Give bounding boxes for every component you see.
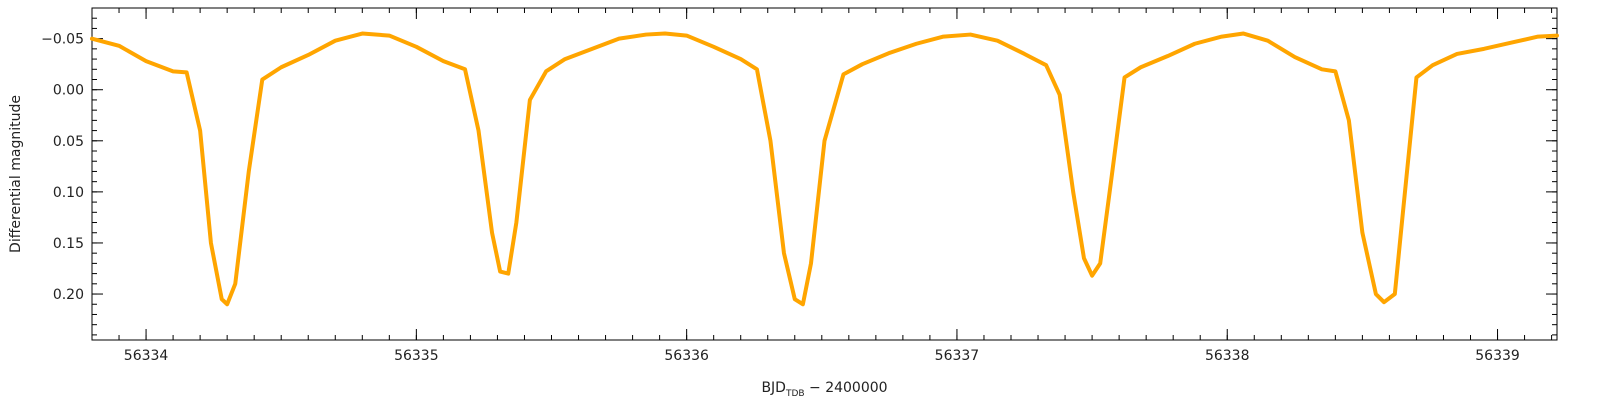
- x-axis-label-subscript: TDB: [785, 389, 805, 399]
- y-axis-label: Differential magnitude: [8, 95, 24, 253]
- y-tick-label: 0.15: [53, 236, 84, 252]
- y-tick-label: 0.05: [53, 134, 84, 150]
- x-tick-label: 56335: [394, 348, 439, 364]
- x-tick-label: 56336: [664, 348, 709, 364]
- light-curve-series-line: [90, 31, 1559, 307]
- y-tick-label: 0.10: [53, 185, 84, 201]
- x-axis-label: BJDTDB − 2400000: [761, 380, 887, 399]
- x-tick-label: 56338: [1205, 348, 1250, 364]
- x-tick-label: 56334: [124, 348, 169, 364]
- y-tick-label: −0.05: [41, 32, 84, 48]
- x-axis-label-main: BJD: [761, 380, 786, 396]
- x-axis-label-rest: − 2400000: [805, 380, 888, 396]
- x-tick-label: 56339: [1475, 348, 1520, 364]
- plot-frame: [91, 7, 1558, 341]
- y-tick-label: 0.00: [53, 83, 84, 99]
- x-tick-label: 56337: [935, 348, 980, 364]
- y-axis: −0.05 0.00 0.05 0.10 0.15 0.20: [41, 7, 1557, 336]
- series-group: [90, 31, 1559, 307]
- x-axis: 56334 56335 56336 56337 56338 56339: [91, 8, 1553, 364]
- y-tick-label: 0.20: [53, 287, 84, 303]
